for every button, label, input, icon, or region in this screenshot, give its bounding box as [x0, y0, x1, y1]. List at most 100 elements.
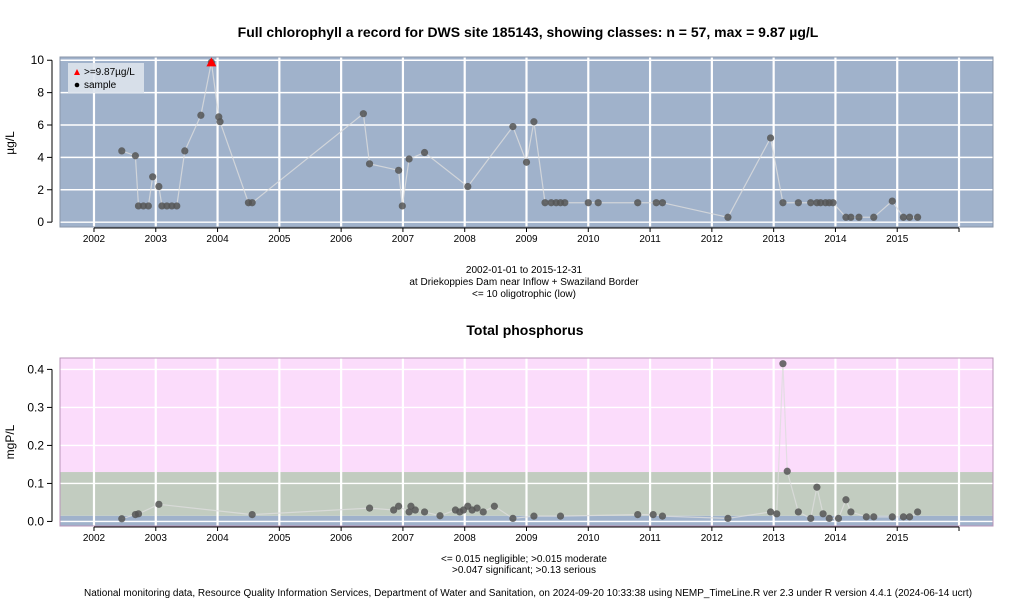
phosphorus-data-point	[473, 504, 481, 512]
chlorophyll-data-point	[173, 202, 181, 210]
chlorophyll-data-point	[829, 199, 837, 207]
chlorophyll-y-tick-label: 10	[31, 53, 45, 67]
chlorophyll-data-point	[365, 160, 374, 168]
chlorophyll-x-tick-label: 2010	[577, 234, 600, 245]
chlorophyll-data-point	[248, 199, 256, 207]
phosphorus-data-point	[155, 500, 163, 508]
phosphorus-y-tick-label: 0.3	[27, 400, 44, 414]
chlorophyll-data-point	[807, 199, 815, 207]
chlorophyll-data-point	[168, 202, 176, 210]
phosphorus-data-point	[888, 513, 896, 521]
phosphorus-data-point	[490, 502, 498, 510]
phosphorus-x-tick-label: 2008	[454, 533, 477, 544]
chlorophyll-data-point	[509, 123, 517, 131]
phosphorus-data-point	[556, 512, 565, 520]
chlorophyll-chart-title: Full chlorophyll a record for DWS site 1…	[238, 24, 819, 40]
chlorophyll-x-tick-label: 2004	[206, 234, 229, 245]
chlorophyll-legend-sample-icon	[74, 82, 80, 88]
phosphorus-x-tick-label: 2010	[577, 533, 600, 544]
phosphorus-subtitle-line-2: >0.047 significant; >0.13 serious	[452, 565, 596, 576]
phosphorus-x-tick-label: 2012	[701, 533, 724, 544]
chlorophyll-data-point	[794, 199, 802, 207]
phosphorus-data-point	[783, 467, 791, 475]
chlorophyll-data-point	[522, 158, 531, 166]
chlorophyll-data-point	[888, 197, 896, 205]
chlorophyll-data-point	[905, 213, 914, 221]
chlorophyll-data-point	[594, 199, 602, 207]
phosphorus-x-tick-label: 2014	[824, 533, 847, 544]
chlorophyll-data-point	[547, 199, 555, 207]
chlorophyll-data-point	[658, 199, 667, 207]
phosphorus-plot: 0.0 0.1 0.2 0.3 0.4 2002 2003 2004 2005 2006 2007 2…	[27, 357, 994, 544]
chlorophyll-data-point	[139, 202, 148, 210]
chlorophyll-data-point	[144, 202, 152, 210]
phosphorus-data-point	[724, 514, 732, 522]
chlorophyll-data-point	[216, 118, 224, 126]
chlorophyll-data-point	[131, 152, 139, 160]
phosphorus-data-point	[248, 510, 256, 519]
chlorophyll-data-point	[158, 202, 166, 210]
phosphorus-chart-title: Total phosphorus	[466, 322, 583, 338]
chlorophyll-y-tick-label: 6	[37, 118, 44, 132]
chlorophyll-data-point	[464, 182, 472, 191]
chlorophyll-data-point	[855, 213, 863, 221]
chlorophyll-x-tick-label: 2011	[639, 234, 661, 245]
phosphorus-x-tick-label: 2006	[330, 533, 353, 544]
chlorophyll-data-point	[405, 155, 413, 163]
chlorophyll-legend-entry-max: >=9.87µg/L	[84, 67, 135, 78]
phosphorus-data-point	[394, 502, 403, 510]
phosphorus-data-point	[899, 513, 908, 521]
phosphorus-data-point	[862, 513, 870, 521]
chlorophyll-plot-border	[59, 56, 994, 228]
chlorophyll-data-point	[634, 199, 642, 207]
phosphorus-data-point	[825, 514, 833, 522]
chlorophyll-data-point	[530, 118, 538, 126]
footer-note: National monitoring data, Resource Quali…	[84, 588, 972, 599]
chlorophyll-x-tick-label: 2006	[330, 234, 353, 245]
chlorophyll-data-point	[359, 110, 367, 118]
phosphorus-data-point	[914, 508, 922, 516]
phosphorus-data-point	[794, 508, 802, 516]
chlorophyll-subtitle-line-2: at Driekoppies Dam near Inflow + Swazila…	[409, 277, 639, 288]
phosphorus-y-tick-label: 0.4	[27, 362, 44, 376]
phosphorus-y-tick-label: 0.1	[27, 476, 44, 490]
chlorophyll-data-point	[870, 213, 878, 221]
chlorophyll-legend-max-icon	[74, 69, 80, 75]
chlorophyll-x-tick-label: 2009	[515, 234, 538, 245]
phosphorus-data-point	[779, 360, 787, 368]
phosphorus-data-point	[509, 514, 517, 522]
chlorophyll-data-point	[118, 147, 126, 155]
chlorophyll-data-point	[561, 199, 569, 207]
chlorophyll-y-tick-label: 0	[37, 215, 44, 229]
phosphorus-data-point	[436, 512, 444, 520]
chlorophyll-data-point	[394, 166, 403, 174]
chlorophyll-subtitle-line-3: <= 10 oligotrophic (low)	[472, 289, 576, 300]
chlorophyll-data-point	[779, 199, 787, 207]
chlorophyll-data-point	[163, 202, 171, 210]
phosphorus-data-point	[842, 496, 850, 504]
phosphorus-data-point	[819, 510, 827, 518]
chlorophyll-legend-entry-sample: sample	[84, 80, 117, 91]
phosphorus-data-point	[870, 513, 878, 521]
chlorophyll-y-tick-label: 2	[37, 183, 44, 197]
chlorophyll-max-marker	[206, 57, 217, 67]
phosphorus-x-tick-label: 2015	[886, 533, 909, 544]
phosphorus-x-tick-label: 2004	[206, 533, 229, 544]
phosphorus-data-point	[634, 510, 642, 519]
chlorophyll-data-point	[914, 213, 922, 221]
chlorophyll-legend-box	[68, 63, 144, 93]
chlorophyll-data-point	[155, 182, 163, 191]
chlorophyll-x-tick-label: 2007	[392, 234, 415, 245]
phosphorus-series-line	[121, 363, 918, 520]
phosphorus-data-point	[390, 506, 398, 514]
chlorophyll-data-point	[842, 213, 850, 221]
chlorophyll-data-point	[766, 134, 775, 142]
chlorophyll-data-point	[899, 213, 908, 221]
phosphorus-x-tick-label: 2003	[145, 533, 168, 544]
chlorophyll-data-point	[398, 202, 406, 210]
chlorophyll-x-tick-label: 2014	[824, 234, 847, 245]
phosphorus-data-point	[479, 508, 487, 516]
chlorophyll-data-point	[652, 199, 660, 207]
phosphorus-data-point	[905, 513, 914, 521]
